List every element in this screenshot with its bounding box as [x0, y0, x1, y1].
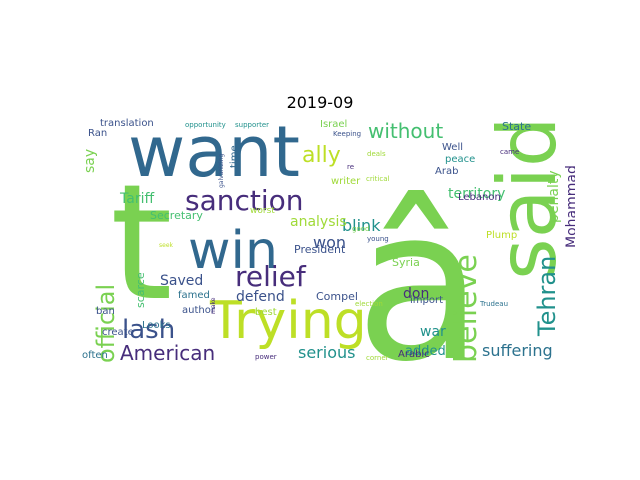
cloud-word: without	[368, 119, 443, 143]
cloud-word: Compel	[316, 290, 358, 303]
cloud-word: power	[255, 353, 277, 361]
cloud-word: Trudeau	[479, 300, 508, 308]
figure-title: 2019-09	[286, 93, 354, 112]
cloud-word: Arabic	[398, 349, 430, 360]
cloud-word: import	[410, 295, 443, 306]
cloud-word: young	[367, 235, 389, 243]
cloud-word: author	[182, 305, 216, 316]
cloud-word: peace	[445, 154, 475, 165]
cloud-word: election	[355, 300, 383, 308]
cloud-word: war	[420, 324, 446, 340]
cloud-word: ban	[96, 306, 115, 317]
cloud-word: say	[82, 149, 98, 173]
cloud-word: opportunity	[185, 121, 226, 129]
cloud-word: suffering	[482, 341, 553, 360]
cloud-word: Tariff	[119, 191, 154, 207]
cloud-word: corner	[366, 354, 389, 362]
cloud-word: lash	[122, 315, 175, 345]
cloud-word: won	[313, 233, 346, 252]
cloud-word: supporter	[235, 121, 269, 129]
cloud-word: relief	[235, 260, 307, 293]
cloud-word: create	[102, 327, 134, 338]
cloud-word: often	[82, 350, 108, 361]
cloud-word: President	[294, 243, 346, 256]
cloud-word: best	[255, 307, 277, 318]
cloud-word: Plump	[486, 230, 517, 241]
cloud-word: Saved	[160, 273, 203, 289]
cloud-word: Keeping	[333, 130, 361, 138]
cloud-word: analysis	[290, 214, 347, 230]
cloud-word: Looks	[142, 320, 171, 331]
cloud-word: translation	[100, 118, 154, 129]
cloud-word: ally	[302, 143, 341, 168]
cloud-word: Ran	[88, 128, 107, 139]
cloud-word: Secretary	[150, 209, 203, 222]
cloud-word: serious	[298, 343, 355, 362]
cloud-word: Tehran	[533, 256, 561, 337]
cloud-word: scarce	[134, 272, 147, 308]
cloud-word: t	[110, 149, 173, 336]
cloud-word: time	[229, 145, 240, 168]
cloud-word: deals	[367, 150, 386, 158]
cloud-word: seek	[159, 242, 174, 249]
cloud-word: Syria	[392, 256, 420, 269]
cloud-word: make	[210, 297, 217, 314]
cloud-word: added	[405, 344, 446, 359]
cloud-word: penalty	[546, 170, 562, 223]
cloud-word: American	[120, 341, 215, 365]
cloud-word: writer	[331, 176, 361, 187]
cloud-word: official	[92, 284, 120, 363]
cloud-word: believe	[449, 254, 484, 363]
cloud-word: critical	[366, 175, 389, 183]
cloud-word: Lebanon	[458, 192, 501, 203]
cloud-word: came	[500, 148, 519, 156]
cloud-word: defend	[236, 289, 285, 305]
cloud-word: said	[481, 118, 574, 280]
cloud-word: win	[188, 221, 278, 281]
cloud-word: galvanizing	[218, 154, 225, 188]
cloud-word: Trying	[209, 291, 367, 351]
cloud-word: Well	[442, 142, 463, 153]
cloud-word: territory	[448, 186, 505, 202]
cloud-word: famed	[178, 290, 210, 301]
cloud-word: worst	[250, 206, 275, 216]
cloud-word: don	[403, 286, 429, 302]
cloud-word: â	[355, 163, 484, 366]
cloud-word: good	[352, 225, 369, 233]
cloud-word: sanction	[185, 184, 304, 217]
cloud-word: want	[128, 118, 300, 193]
cloud-word: re	[347, 163, 354, 171]
cloud-word: Mohammad	[564, 165, 575, 248]
cloud-word: Arab	[435, 166, 458, 177]
cloud-word: Israel	[320, 119, 347, 130]
cloud-word: State	[502, 120, 531, 133]
cloud-word: blink	[342, 216, 381, 235]
